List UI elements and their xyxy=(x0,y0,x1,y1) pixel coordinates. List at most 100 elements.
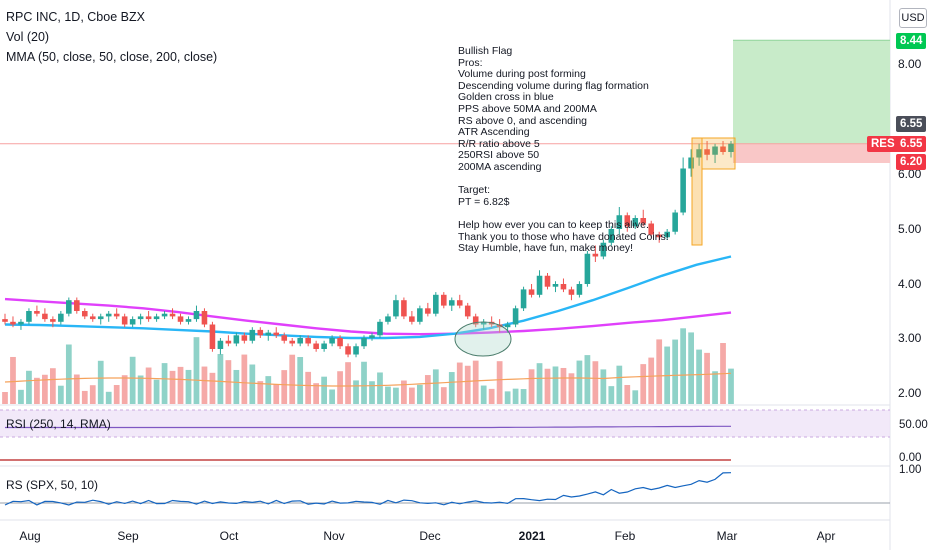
volume-bar xyxy=(369,381,375,404)
volume-bar xyxy=(129,356,136,404)
currency-button[interactable]: USD xyxy=(899,8,927,28)
time-tick: Oct xyxy=(220,529,239,543)
candle-body xyxy=(153,316,160,320)
note-line: Pros: xyxy=(458,56,483,69)
volume-bar xyxy=(313,383,320,404)
note-line: Stay Humble, have fun, make money! xyxy=(458,242,634,255)
candle-body xyxy=(417,308,423,322)
trade-zones xyxy=(0,39,890,163)
candle-body xyxy=(249,329,256,341)
candle-body xyxy=(34,311,40,314)
candle-body xyxy=(440,294,447,306)
rsi-tick-50: 50.00 xyxy=(899,419,928,431)
volume-bar xyxy=(209,372,216,404)
price-tick: 8.00 xyxy=(898,57,922,71)
volume-bar xyxy=(201,366,208,404)
volume-bar xyxy=(89,385,96,404)
symbol-title[interactable]: RPC INC, 1D, Cboe BZX xyxy=(6,10,145,24)
candle-body xyxy=(560,284,567,290)
candle-body xyxy=(544,275,551,287)
candle-body xyxy=(464,305,471,317)
time-tick: Mar xyxy=(717,529,738,543)
volume-bar xyxy=(289,354,296,404)
candle-body xyxy=(233,335,240,344)
volume-bar xyxy=(153,379,160,404)
price-tick: 4.00 xyxy=(898,277,922,291)
note-line: R/R ratio above 5 xyxy=(458,137,540,150)
volume-bar xyxy=(18,389,24,404)
note-line: PPS above 50MA and 200MA xyxy=(458,102,597,115)
volume-bar xyxy=(464,365,471,404)
volume-bar xyxy=(536,363,543,404)
volume-bar xyxy=(640,364,647,404)
candle-body xyxy=(265,332,272,336)
candle-body xyxy=(369,335,375,338)
rsi-legend[interactable]: RSI (250, 14, RMA) xyxy=(6,417,111,431)
target-price-tag: 8.44 xyxy=(896,33,927,49)
candle-body xyxy=(536,275,543,295)
candle-body xyxy=(409,316,415,322)
volume-bar xyxy=(169,370,176,404)
candle-body xyxy=(528,289,535,295)
rs-legend[interactable]: RS (SPX, 50, 10) xyxy=(6,478,99,492)
rs-tick-1: 1.00 xyxy=(899,464,922,476)
candle-body xyxy=(385,316,391,322)
volume-bar xyxy=(193,337,200,404)
rsi-line xyxy=(5,425,731,429)
candle-body xyxy=(401,300,407,317)
candle-body xyxy=(720,146,726,152)
volume-bar xyxy=(49,368,56,404)
rsi-band xyxy=(0,410,890,437)
candle-body xyxy=(688,157,694,169)
candle-body xyxy=(520,289,527,309)
volume-bar xyxy=(137,375,144,404)
candle-body xyxy=(121,316,128,325)
candle-body xyxy=(169,313,176,317)
candle-body xyxy=(472,316,479,325)
volume-bar xyxy=(576,360,583,404)
volume-legend[interactable]: Vol (20) xyxy=(6,30,50,44)
price-axis[interactable]: 2.00 3.00 4.00 5.00 6.00 8.00 xyxy=(898,57,922,400)
volume-bar xyxy=(512,388,519,404)
candle-body xyxy=(712,146,718,155)
volume-bar xyxy=(345,362,351,404)
note-line: PT = 6.82$ xyxy=(458,195,510,208)
candle-body xyxy=(568,289,575,295)
candle-body xyxy=(456,300,463,306)
volume-bar xyxy=(680,328,687,404)
candlesticks xyxy=(2,141,734,358)
candle-body xyxy=(297,338,303,344)
current-price-tag: 6.55 xyxy=(896,116,927,132)
candle-body xyxy=(129,319,136,325)
candle-body xyxy=(81,311,88,317)
volume-bar xyxy=(385,386,391,404)
volume-bar xyxy=(528,369,535,404)
time-axis[interactable]: Aug Sep Oct Nov Dec 2021 Feb Mar Apr xyxy=(19,529,835,543)
candle-body xyxy=(600,242,607,257)
volume-bar xyxy=(544,368,551,404)
volume-ma-line xyxy=(4,372,732,387)
volume-bar xyxy=(656,339,663,404)
candle-body xyxy=(608,229,615,243)
moving-averages xyxy=(4,255,732,340)
candle-body xyxy=(161,313,168,317)
volume-bar xyxy=(265,376,272,404)
volume-bar xyxy=(632,390,639,404)
indicator-panes xyxy=(0,409,890,506)
mma-legend[interactable]: MMA (50, close, 50, close, 200, close) xyxy=(6,50,218,64)
candle-body xyxy=(42,313,48,320)
candle-body xyxy=(584,253,591,284)
candle-body xyxy=(480,321,487,325)
volume-bar xyxy=(34,377,40,404)
volume-bar xyxy=(600,369,607,404)
candle-body xyxy=(321,343,327,349)
volume-bar xyxy=(672,339,679,404)
volume-bar xyxy=(584,355,591,404)
candle-body xyxy=(209,324,216,349)
volume-bar xyxy=(113,385,120,404)
volume-bar xyxy=(97,360,104,404)
volume-bars xyxy=(2,328,734,404)
candle-body xyxy=(66,300,72,314)
time-tick: 2021 xyxy=(519,529,546,543)
